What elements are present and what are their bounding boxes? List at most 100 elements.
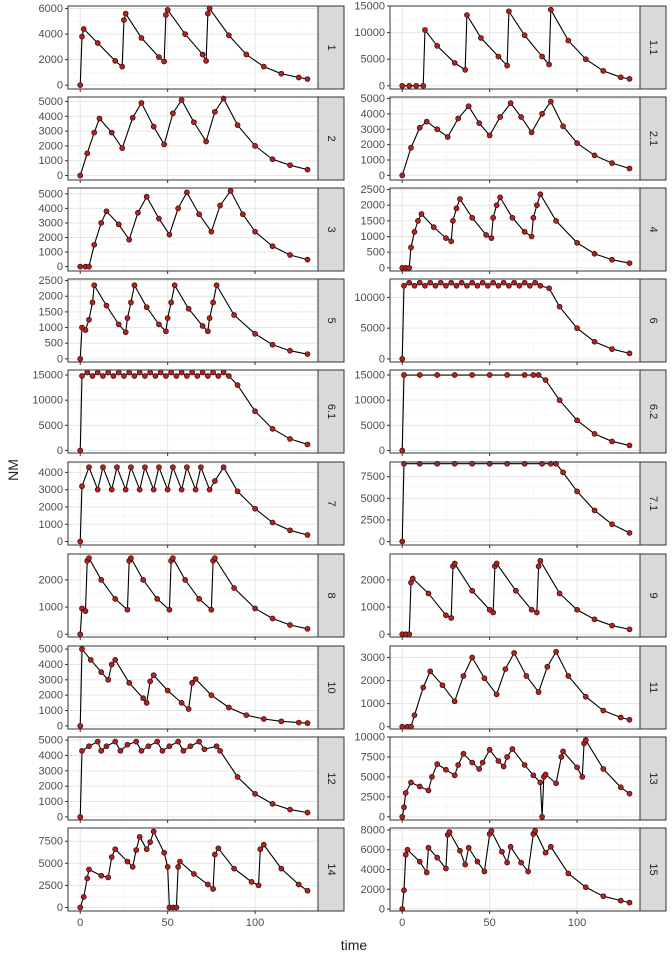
data-point [131, 373, 138, 379]
data-point [469, 587, 476, 594]
data-point [252, 330, 258, 337]
data-point [460, 673, 467, 679]
data-point [180, 747, 187, 754]
facet-label: 9 [647, 592, 659, 598]
facet-strip [317, 461, 345, 546]
data-point [304, 887, 311, 894]
data-point [82, 608, 89, 614]
data-point [560, 748, 566, 755]
data-point [537, 557, 544, 564]
data-point [80, 26, 87, 32]
data-point [455, 115, 462, 122]
y-tick-label: 2000 [361, 200, 385, 212]
panel-2-1: 0 1000 2000 3000 4000 5000 2.1 [361, 93, 667, 183]
data-point [464, 12, 470, 18]
data-point [260, 841, 267, 848]
facet-strip [639, 369, 667, 454]
data-point [108, 486, 115, 493]
data-point [124, 741, 131, 748]
data-point [77, 904, 84, 911]
data-point [103, 302, 110, 309]
data-point [553, 780, 559, 787]
data-point [490, 214, 496, 221]
y-tick-label: 0 [57, 811, 63, 823]
data-point [401, 372, 407, 378]
data-point [287, 622, 293, 628]
data-point [114, 464, 120, 471]
data-point [490, 609, 496, 616]
y-tick-label: 4000 [39, 29, 63, 41]
data-point [215, 845, 222, 852]
data-point [260, 716, 267, 722]
y-tick-label: 3000 [39, 484, 63, 496]
data-point [582, 56, 589, 63]
data-point [287, 347, 293, 354]
x-tick-label: 0 [77, 917, 83, 929]
y-tick-label: 2000 [39, 574, 63, 586]
data-point [544, 663, 551, 670]
panel-background [390, 6, 640, 89]
data-point [432, 282, 439, 289]
data-point [504, 859, 510, 866]
data-point [212, 851, 218, 858]
y-tick-label: 1000 [361, 231, 385, 243]
data-point [469, 372, 476, 378]
data-point [547, 98, 554, 105]
data-point [128, 555, 134, 561]
panel-background [68, 462, 318, 545]
panel-background [68, 554, 318, 637]
facet-strip [639, 827, 667, 912]
data-point [579, 774, 586, 780]
data-point [486, 132, 493, 139]
data-point [234, 382, 241, 388]
data-point [191, 871, 197, 877]
panel-13: 0 2500 5000 7500 10000 13 [354, 732, 667, 823]
facet-label: 7 [325, 500, 337, 506]
data-point [287, 252, 293, 258]
panel-2: 0 1000 2000 3000 4000 5000 2 [39, 95, 345, 183]
data-point [537, 191, 544, 198]
panel-6: 0 5000 10000 6 [354, 278, 667, 365]
data-point [457, 196, 463, 202]
data-point [269, 341, 276, 348]
y-tick-label: 0 [57, 261, 63, 273]
data-point [208, 228, 215, 235]
data-point [422, 27, 428, 33]
y-tick-label: 0 [57, 353, 63, 365]
data-point [112, 58, 119, 64]
data-point [128, 299, 134, 306]
data-point [234, 488, 241, 495]
data-point [103, 743, 110, 750]
data-point [206, 5, 213, 12]
data-point [138, 35, 145, 41]
data-point [164, 6, 171, 13]
data-point [488, 828, 495, 834]
data-point [255, 882, 262, 889]
data-point [481, 868, 488, 875]
data-point [406, 279, 413, 286]
data-point [168, 369, 174, 376]
facet-label: 13 [647, 772, 659, 784]
data-point [178, 700, 185, 706]
data-point [574, 239, 580, 246]
data-point [455, 762, 462, 768]
y-tick-label: 2000 [39, 501, 63, 513]
data-point [504, 62, 510, 69]
data-point [77, 82, 84, 89]
data-point [163, 328, 169, 335]
data-point [138, 100, 145, 106]
facet-strip [639, 5, 667, 90]
data-point [451, 698, 458, 705]
data-point [406, 631, 413, 638]
panel-9: 0 1000 2000 9 [361, 553, 667, 641]
data-point [163, 12, 169, 18]
data-point [189, 680, 195, 686]
data-point [143, 304, 150, 311]
data-point [469, 279, 476, 286]
data-point [434, 126, 441, 133]
data-point [493, 691, 500, 698]
data-point [166, 743, 173, 750]
y-tick-label: 0 [379, 811, 385, 823]
data-point [574, 606, 580, 613]
data-point [156, 215, 162, 222]
